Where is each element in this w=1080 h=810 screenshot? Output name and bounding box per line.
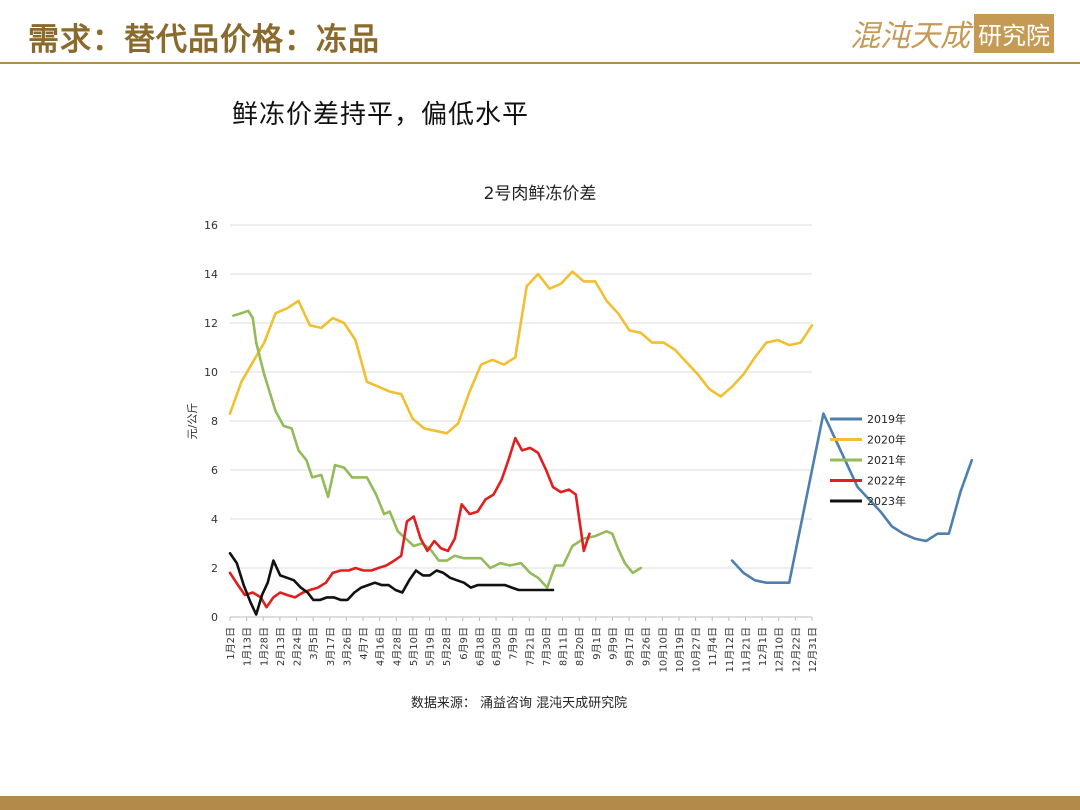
logo-text-primary: 混沌天成 — [850, 19, 970, 54]
x-tick-label: 9月26日 — [641, 627, 653, 666]
x-tick-label: 5月10日 — [408, 627, 420, 666]
brand-logo: 混沌天成 研究院 — [850, 13, 1054, 54]
x-tick-label: 8月20日 — [574, 627, 586, 666]
x-tick-label: 5月19日 — [425, 627, 437, 666]
x-tick-label: 6月30日 — [491, 627, 503, 666]
legend-label: 2020年 — [867, 433, 906, 447]
x-tick-label: 11月4日 — [707, 627, 719, 666]
page-title: 需求：替代品价格：冻品 — [28, 22, 380, 58]
x-tick-label: 3月26日 — [341, 627, 353, 666]
x-tick-label: 3月17日 — [325, 627, 337, 666]
x-tick-label: 2月13日 — [275, 627, 287, 666]
x-tick-label: 4月7日 — [358, 627, 370, 660]
y-tick-label: 0 — [211, 611, 218, 624]
x-tick-label: 12月22日 — [790, 627, 802, 672]
data-source-note: 数据来源： 涌益咨询 混沌天成研究院 — [411, 696, 627, 711]
header: 需求：替代品价格：冻品 混沌天成 研究院 — [0, 0, 1080, 64]
series-line-2019年 — [730, 412, 974, 585]
x-tick-label: 6月18日 — [474, 627, 486, 666]
x-tick-label: 7月9日 — [508, 627, 520, 660]
x-tick-label: 4月28日 — [391, 627, 403, 666]
x-tick-label: 1月13日 — [242, 627, 254, 666]
x-tick-label: 10月19日 — [674, 627, 686, 672]
x-tick-label: 10月27日 — [691, 627, 703, 672]
slide-subtitle: 鲜冻价差持平，偏低水平 — [232, 100, 530, 130]
x-tick-label: 7月21日 — [524, 627, 536, 666]
chart-title: 2号肉鲜冻价差 — [484, 184, 597, 204]
x-tick-label: 5月28日 — [441, 627, 453, 666]
y-tick-label: 14 — [204, 268, 218, 281]
y-tick-label: 4 — [211, 513, 218, 526]
x-tick-label: 12月1日 — [757, 627, 769, 666]
y-tick-label: 10 — [204, 366, 218, 379]
x-tick-label: 4月16日 — [375, 627, 387, 666]
legend-label: 2022年 — [867, 474, 906, 488]
footer-bar — [0, 796, 1080, 810]
y-tick-label: 8 — [211, 415, 218, 428]
header-divider — [0, 62, 1080, 64]
x-tick-label: 6月9日 — [458, 627, 470, 660]
x-tick-label: 1月28日 — [258, 627, 270, 666]
chart-gridlines — [230, 224, 812, 618]
series-line-2022年 — [228, 436, 591, 609]
x-tick-label: 12月31日 — [807, 627, 819, 672]
x-tick-label: 7月30日 — [541, 627, 553, 666]
x-tick-label: 11月12日 — [724, 627, 736, 672]
y-tick-label: 12 — [204, 317, 218, 330]
x-tick-label: 9月9日 — [607, 627, 619, 660]
logo-text-badge: 研究院 — [974, 13, 1054, 53]
y-axis-ticks: 0 2 4 6 8 10 12 14 16 — [204, 219, 218, 624]
y-tick-label: 16 — [204, 219, 218, 232]
y-tick-label: 6 — [211, 464, 218, 477]
x-tick-label: 2月24日 — [292, 627, 304, 666]
x-tick-label: 9月1日 — [591, 627, 603, 660]
legend-label: 2023年 — [867, 494, 906, 508]
x-tick-label: 10月10日 — [657, 627, 669, 672]
series-line-2021年 — [232, 309, 643, 589]
x-axis-ticks: 1月2日 1月13日 1月28日 2月13日 2月24日 3月5日 3月17日 3月26日 4月… — [225, 617, 819, 672]
series-line-2020年 — [228, 270, 814, 435]
x-tick-label: 9月17日 — [624, 627, 636, 666]
series-line-2023年 — [228, 551, 555, 616]
x-tick-label: 1月2日 — [225, 627, 237, 660]
x-tick-label: 8月11日 — [558, 627, 570, 666]
y-tick-label: 2 — [211, 562, 218, 575]
x-tick-label: 11月21日 — [740, 627, 752, 672]
x-tick-label: 12月10日 — [774, 627, 786, 672]
legend-label: 2019年 — [867, 412, 906, 426]
chart-legend: 2019年 2020年 2021年 2022年 2023年 — [830, 412, 906, 508]
chart-series — [228, 270, 974, 616]
y-axis-label: 元/公斤 — [186, 403, 199, 440]
x-tick-label: 3月5日 — [308, 627, 320, 660]
legend-label: 2021年 — [867, 453, 906, 467]
